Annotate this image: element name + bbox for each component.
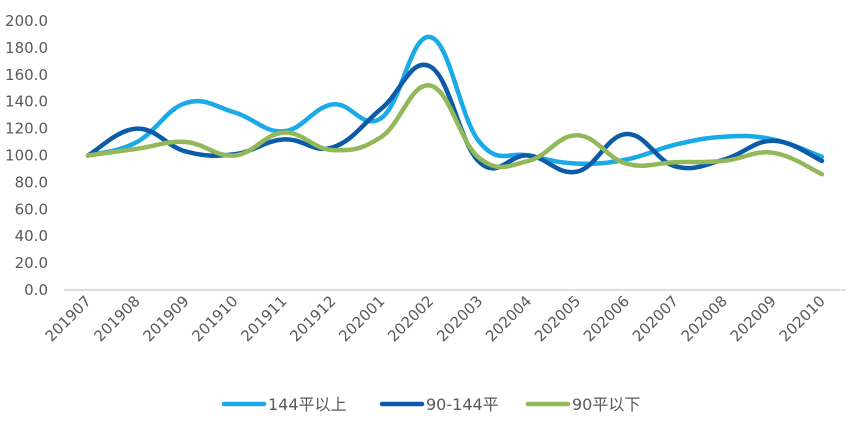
y-tick-label: 0.0 bbox=[24, 281, 48, 299]
legend-label: 90平以下 bbox=[572, 395, 640, 414]
legend-label: 144平以上 bbox=[268, 395, 347, 414]
x-tick-label: 201908 bbox=[91, 292, 144, 345]
y-tick-label: 160.0 bbox=[5, 66, 48, 84]
x-tick-label: 202001 bbox=[335, 292, 388, 345]
series-line-1 bbox=[85, 34, 825, 167]
x-tick-label: 202005 bbox=[531, 292, 584, 345]
x-tick-label: 202002 bbox=[384, 292, 437, 345]
x-tick-label: 201912 bbox=[286, 292, 339, 345]
legend-label: 90-144平 bbox=[426, 395, 499, 414]
y-tick-label: 200.0 bbox=[5, 12, 48, 30]
x-tick-label: 202007 bbox=[629, 292, 682, 345]
x-tick-label: 202006 bbox=[580, 292, 633, 345]
x-tick-label: 202003 bbox=[433, 292, 486, 345]
y-tick-label: 40.0 bbox=[15, 227, 48, 245]
x-tick-label: 201909 bbox=[139, 292, 192, 345]
x-tick-label: 201911 bbox=[237, 292, 290, 345]
x-axis: 2019072019082019092019102019112019122020… bbox=[42, 289, 846, 345]
x-tick-label: 201910 bbox=[188, 292, 241, 345]
x-tick-label: 202008 bbox=[678, 292, 731, 345]
y-tick-label: 60.0 bbox=[15, 200, 48, 218]
y-tick-label: 120.0 bbox=[5, 120, 48, 138]
y-tick-label: 100.0 bbox=[5, 147, 48, 165]
x-tick-label: 202010 bbox=[776, 292, 829, 345]
y-tick-label: 80.0 bbox=[15, 173, 48, 191]
x-tick-label: 202004 bbox=[482, 292, 535, 345]
x-tick-label: 201907 bbox=[42, 292, 95, 345]
y-tick-label: 140.0 bbox=[5, 93, 48, 111]
x-tick-label: 202009 bbox=[727, 292, 780, 345]
y-axis: 0.0 20.0 40.0 60.0 80.0 100.0 120.0 140.0 160.0 1… bbox=[5, 12, 48, 299]
series-line-3 bbox=[85, 83, 825, 177]
y-tick-label: 20.0 bbox=[15, 254, 48, 272]
y-tick-label: 180.0 bbox=[5, 39, 48, 57]
series-lines bbox=[85, 34, 825, 177]
legend: 144平以上 90-144平 90平以下 bbox=[221, 395, 640, 414]
